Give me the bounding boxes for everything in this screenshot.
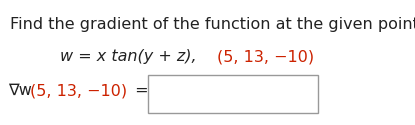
Text: (5, 13, −10): (5, 13, −10) — [30, 83, 127, 98]
Text: =: = — [130, 83, 149, 98]
Text: w = x tan(y + z),: w = x tan(y + z), — [60, 49, 197, 64]
FancyBboxPatch shape — [148, 75, 318, 113]
Text: ∇w: ∇w — [8, 83, 32, 98]
Text: Find the gradient of the function at the given point.: Find the gradient of the function at the… — [10, 17, 415, 32]
Text: (5, 13, −10): (5, 13, −10) — [217, 49, 314, 64]
